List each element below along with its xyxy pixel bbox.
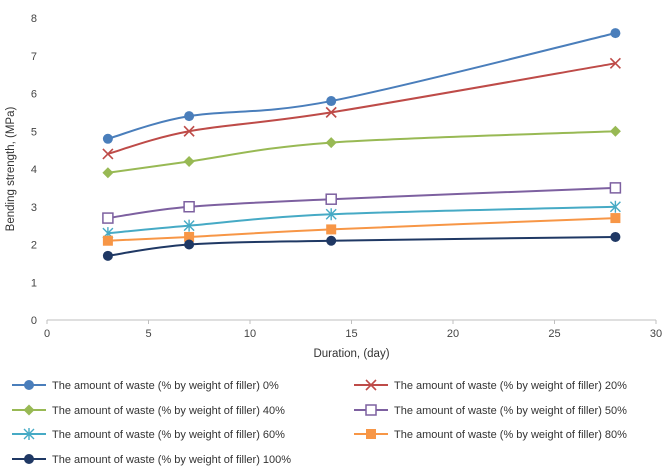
series-3	[102, 182, 622, 224]
data-point	[325, 137, 337, 149]
data-point	[609, 200, 621, 213]
data-point	[326, 224, 337, 235]
legend: The amount of waste (% by weight of fill…	[12, 379, 627, 466]
x-axis-title: Duration, (day)	[313, 348, 389, 360]
legend-swatch-marker	[23, 428, 35, 440]
data-point	[609, 57, 621, 69]
data-point	[102, 133, 113, 144]
x-tick-label: 25	[548, 328, 560, 340]
data-point	[184, 111, 195, 122]
y-tick-label: 2	[31, 240, 37, 252]
legend-swatch-marker	[24, 454, 34, 464]
legend-label: The amount of waste (% by weight of fill…	[52, 429, 285, 441]
series-line	[107, 205, 616, 235]
x-axis-ticks: 0 5 10 15 20 25 30	[44, 320, 662, 340]
data-point	[102, 167, 114, 179]
legend-label: The amount of waste (% by weight of fill…	[52, 454, 291, 466]
data-point	[183, 201, 195, 213]
x-tick-label: 30	[650, 328, 662, 340]
legend-label: The amount of waste (% by weight of fill…	[394, 380, 627, 392]
x-tick-label: 10	[244, 328, 256, 340]
y-tick-label: 0	[31, 315, 37, 327]
x-tick-label: 5	[145, 328, 151, 340]
legend-swatch-marker	[24, 380, 34, 390]
data-point	[610, 28, 621, 39]
legend-item: The amount of waste (% by weight of fill…	[12, 380, 279, 392]
data-point	[325, 106, 337, 118]
data-point	[183, 155, 195, 167]
y-tick-label: 5	[31, 126, 37, 138]
data-point	[102, 148, 114, 160]
data-point	[326, 96, 337, 107]
series-2	[102, 125, 621, 179]
legend-item: The amount of waste (% by weight of fill…	[12, 428, 285, 441]
data-point	[102, 235, 113, 246]
y-tick-label: 6	[31, 89, 37, 101]
legend-item: The amount of waste (% by weight of fill…	[354, 429, 627, 441]
data-point	[102, 250, 113, 261]
data-point	[325, 208, 337, 221]
data-point	[326, 235, 337, 246]
legend-swatch-marker	[23, 404, 35, 416]
y-axis-title: Bending strength, (MPa)	[5, 107, 17, 232]
series-line	[107, 32, 616, 140]
data-point	[610, 213, 621, 224]
legend-swatch-marker	[366, 429, 376, 439]
x-tick-label: 15	[345, 328, 357, 340]
legend-label: The amount of waste (% by weight of fill…	[394, 429, 627, 441]
y-tick-label: 8	[31, 13, 37, 25]
legend-swatch-marker	[365, 379, 377, 391]
y-tick-label: 1	[31, 277, 37, 289]
legend-label: The amount of waste (% by weight of fill…	[52, 405, 285, 417]
series-layer	[102, 28, 622, 261]
legend-item: The amount of waste (% by weight of fill…	[354, 379, 627, 392]
series-line	[107, 217, 616, 242]
data-point	[183, 125, 195, 137]
data-point	[610, 231, 621, 242]
series-6	[102, 231, 621, 261]
series-line	[107, 130, 616, 174]
legend-item: The amount of waste (% by weight of fill…	[354, 404, 627, 417]
legend-label: The amount of waste (% by weight of fill…	[394, 405, 627, 417]
legend-label: The amount of waste (% by weight of fill…	[52, 380, 279, 392]
series-0	[102, 28, 621, 144]
x-tick-label: 0	[44, 328, 50, 340]
legend-item: The amount of waste (% by weight of fill…	[12, 454, 291, 466]
data-point	[183, 219, 195, 232]
series-1	[102, 57, 621, 160]
series-5	[102, 213, 621, 246]
data-point	[184, 239, 195, 250]
y-axis-ticks: 0 1 2 3 4 5 6 7 8	[31, 13, 37, 327]
data-point	[102, 212, 114, 224]
data-point	[184, 231, 195, 242]
y-tick-label: 4	[31, 164, 37, 176]
series-line	[107, 235, 616, 257]
legend-swatch-marker	[365, 404, 377, 416]
y-tick-label: 3	[31, 202, 37, 214]
data-point	[609, 125, 621, 137]
legend-item: The amount of waste (% by weight of fill…	[12, 404, 285, 417]
y-tick-label: 7	[31, 51, 37, 63]
data-point	[609, 182, 622, 194]
series-line	[107, 62, 616, 155]
series-line	[107, 186, 616, 220]
x-tick-label: 20	[447, 328, 459, 340]
data-point	[325, 193, 337, 205]
